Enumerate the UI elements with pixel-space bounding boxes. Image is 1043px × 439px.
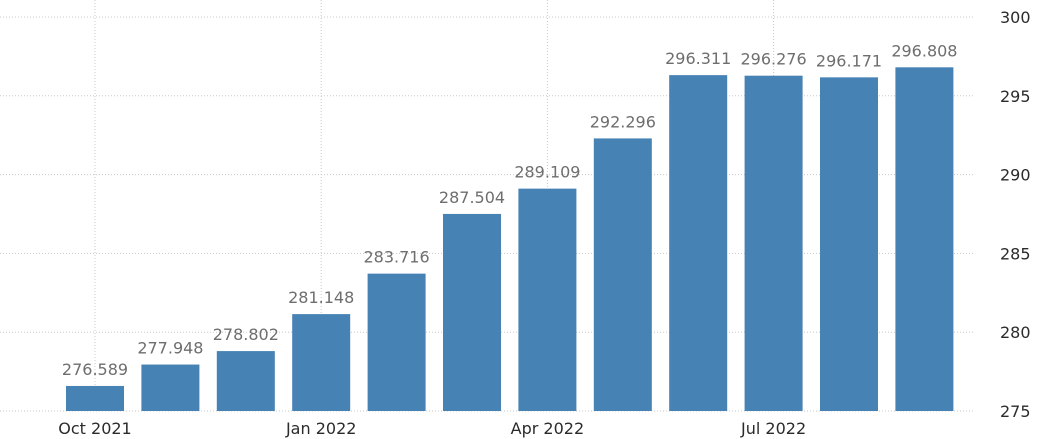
- data-label: 277.948: [137, 339, 203, 358]
- data-label: 276.589: [62, 360, 128, 379]
- bars: [66, 67, 954, 412]
- bar: [669, 75, 728, 411]
- x-tick-label: Oct 2021: [58, 419, 131, 438]
- x-axis-ticks: Oct 2021 Jan 2022 Apr 2022 Jul 2022: [58, 419, 806, 438]
- y-tick-label: 300: [1000, 8, 1031, 27]
- bar: [744, 75, 803, 411]
- data-label: 296.808: [891, 41, 957, 60]
- bar: [292, 314, 351, 411]
- x-tick-label: Jul 2022: [740, 419, 806, 438]
- data-label: 281.148: [288, 288, 354, 307]
- y-tick-label: 280: [1000, 323, 1031, 342]
- bar: [518, 188, 577, 411]
- bar: [443, 213, 501, 411]
- data-label: 296.276: [741, 50, 807, 69]
- data-label: 283.716: [364, 248, 430, 267]
- data-label: 289.109: [514, 163, 580, 182]
- bar: [66, 385, 124, 411]
- data-label: 296.311: [665, 49, 731, 68]
- data-labels: 276.589 277.948 278.802 281.148 283.716 287.5…: [62, 41, 958, 379]
- bar: [141, 364, 200, 411]
- bar: [593, 138, 652, 411]
- bar: [820, 77, 878, 412]
- y-tick-label: 275: [1000, 402, 1031, 421]
- bar: [367, 273, 426, 411]
- y-tick-label: 295: [1000, 87, 1031, 106]
- data-label: 296.171: [816, 51, 882, 70]
- data-label: 278.802: [213, 325, 279, 344]
- data-label: 287.504: [439, 188, 505, 207]
- y-axis-ticks: 275 280 285 290 295 300: [1000, 8, 1031, 421]
- x-tick-label: Jan 2022: [285, 419, 356, 438]
- y-tick-label: 285: [1000, 244, 1031, 263]
- x-tick-label: Apr 2022: [511, 419, 584, 438]
- bar: [895, 67, 954, 412]
- data-label: 292.296: [590, 112, 656, 131]
- bar: [216, 351, 275, 411]
- y-tick-label: 290: [1000, 166, 1031, 185]
